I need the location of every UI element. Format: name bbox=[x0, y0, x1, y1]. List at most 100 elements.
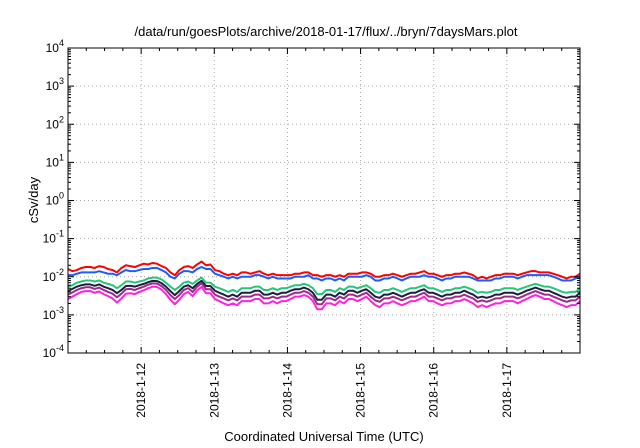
data-point bbox=[463, 286, 465, 288]
data-point bbox=[396, 289, 399, 291]
data-point bbox=[485, 306, 488, 308]
data-point bbox=[539, 271, 541, 274]
data-point bbox=[94, 267, 96, 269]
data-point bbox=[396, 302, 399, 304]
data-point bbox=[232, 273, 234, 275]
data-point bbox=[129, 270, 131, 272]
data-point bbox=[517, 297, 519, 300]
data-point bbox=[517, 277, 519, 280]
data-point bbox=[80, 271, 82, 274]
data-point bbox=[521, 292, 523, 294]
data-point bbox=[156, 283, 158, 285]
data-point bbox=[370, 273, 372, 275]
data-point bbox=[485, 292, 488, 294]
data-point bbox=[521, 296, 523, 298]
data-point bbox=[116, 296, 118, 298]
data-point bbox=[459, 300, 461, 302]
data-point bbox=[307, 288, 310, 290]
data-point bbox=[570, 299, 572, 301]
data-point bbox=[330, 297, 332, 300]
data-point bbox=[330, 274, 332, 276]
data-point bbox=[325, 302, 327, 304]
series-line bbox=[67, 285, 581, 311]
data-point bbox=[294, 276, 296, 278]
data-point bbox=[89, 286, 91, 288]
data-point bbox=[272, 287, 274, 289]
data-point bbox=[570, 296, 572, 298]
data-point bbox=[174, 289, 176, 291]
data-point bbox=[290, 286, 292, 288]
data-point bbox=[330, 294, 332, 296]
x-tick-label: 2018-1-16 bbox=[427, 363, 441, 418]
x-axis-label: Coordinated Universal Time (UTC) bbox=[224, 429, 423, 444]
data-point bbox=[566, 292, 568, 294]
data-point bbox=[254, 298, 256, 300]
data-point bbox=[218, 274, 220, 276]
data-point bbox=[236, 274, 238, 276]
data-point bbox=[347, 273, 350, 275]
data-point bbox=[379, 292, 381, 294]
data-point bbox=[183, 293, 185, 295]
data-point bbox=[218, 287, 220, 289]
data-point bbox=[160, 269, 163, 271]
data-point bbox=[120, 267, 123, 269]
data-point bbox=[80, 284, 82, 286]
data-point bbox=[530, 274, 532, 276]
data-point bbox=[156, 280, 158, 282]
data-point bbox=[298, 292, 301, 294]
data-point bbox=[490, 276, 492, 278]
data-point bbox=[316, 303, 318, 305]
data-point bbox=[543, 294, 545, 296]
data-point bbox=[307, 271, 310, 274]
data-point bbox=[214, 273, 216, 275]
data-point bbox=[539, 296, 541, 298]
data-point bbox=[111, 284, 114, 286]
data-point bbox=[432, 292, 434, 294]
data-point bbox=[490, 299, 492, 301]
series-4 bbox=[67, 282, 581, 306]
data-point bbox=[548, 298, 550, 300]
data-point bbox=[396, 294, 399, 296]
data-point bbox=[138, 287, 140, 289]
data-point bbox=[534, 274, 537, 276]
data-point bbox=[76, 282, 78, 284]
data-point bbox=[508, 276, 510, 278]
data-point bbox=[263, 294, 265, 296]
data-point bbox=[543, 290, 545, 292]
y-tick-label: 104 bbox=[46, 38, 64, 55]
data-point bbox=[276, 294, 278, 296]
data-point bbox=[125, 285, 127, 287]
data-point bbox=[343, 297, 345, 300]
data-point bbox=[138, 291, 140, 293]
data-point bbox=[200, 266, 203, 268]
data-point bbox=[428, 300, 430, 302]
data-point bbox=[116, 271, 118, 274]
data-point bbox=[508, 300, 510, 302]
data-point bbox=[267, 274, 269, 276]
data-point bbox=[428, 276, 430, 278]
data-point bbox=[472, 294, 474, 296]
data-point bbox=[276, 289, 278, 291]
data-point bbox=[432, 300, 434, 302]
data-point bbox=[548, 274, 550, 276]
data-point bbox=[200, 280, 203, 282]
data-point bbox=[103, 286, 105, 288]
data-point bbox=[223, 297, 225, 300]
data-point bbox=[561, 276, 563, 278]
data-point bbox=[548, 294, 550, 296]
data-point bbox=[472, 274, 474, 276]
data-point bbox=[312, 287, 314, 289]
data-point bbox=[147, 277, 149, 280]
data-point bbox=[477, 297, 479, 299]
data-point bbox=[281, 296, 283, 298]
data-point bbox=[169, 294, 171, 296]
data-point bbox=[534, 283, 537, 285]
data-point bbox=[232, 276, 234, 278]
data-point bbox=[499, 297, 501, 300]
data-point bbox=[405, 294, 407, 296]
data-point bbox=[503, 273, 505, 275]
data-point bbox=[356, 300, 358, 302]
data-point bbox=[169, 276, 171, 278]
data-point bbox=[129, 265, 131, 267]
data-point bbox=[245, 287, 247, 289]
